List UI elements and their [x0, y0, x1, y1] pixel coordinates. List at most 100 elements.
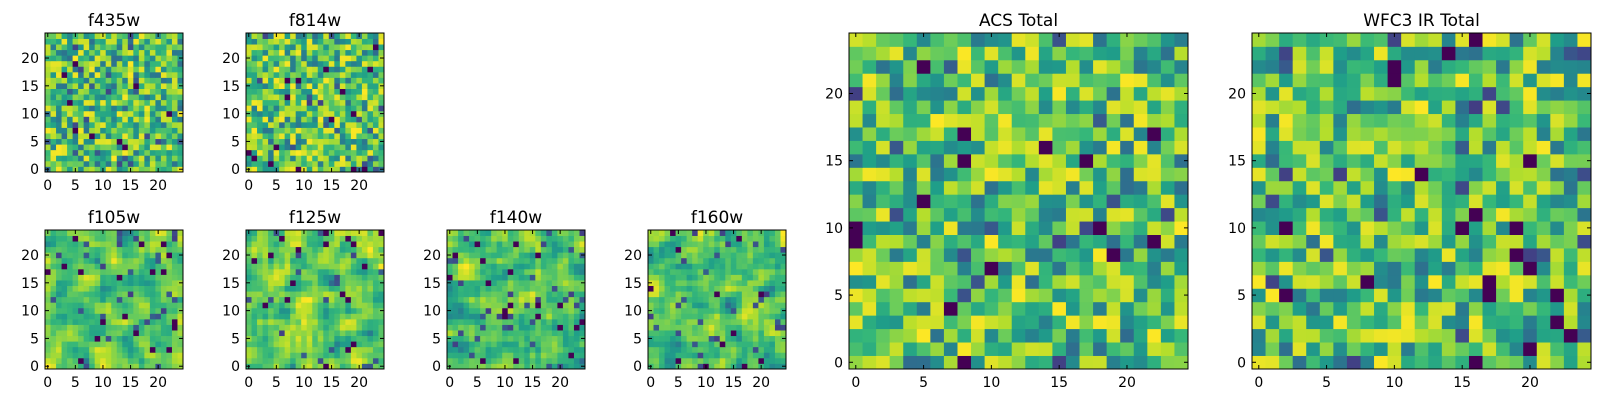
- heatmap-cell: [160, 38, 167, 45]
- heatmap-cell: [94, 66, 101, 73]
- heatmap-cell: [1120, 59, 1135, 74]
- heatmap-cell: [664, 235, 671, 242]
- heatmap-cell: [328, 138, 335, 145]
- heatmap-cell: [334, 313, 341, 320]
- heatmap-cell: [111, 274, 118, 281]
- heatmap-cell: [317, 263, 324, 270]
- heatmap-cell: [56, 71, 62, 78]
- heatmap-cell: [1133, 180, 1148, 195]
- heatmap-cell: [1025, 113, 1040, 128]
- heatmap-cell: [780, 296, 787, 303]
- heatmap-cell: [741, 291, 748, 298]
- heatmap-cell: [166, 94, 173, 101]
- heatmap-cell: [306, 263, 313, 270]
- heatmap-cell: [334, 291, 341, 298]
- heatmap-cell: [133, 33, 140, 39]
- heatmap-cell: [573, 324, 580, 331]
- heatmap-cell: [295, 160, 302, 167]
- heatmap-cell: [903, 355, 918, 370]
- heatmap-cell: [1106, 180, 1121, 195]
- heatmap-cell: [279, 241, 286, 248]
- heatmap-cell: [1079, 127, 1094, 141]
- heatmap-cell: [334, 230, 341, 236]
- heatmap-cell: [89, 263, 96, 270]
- heatmap-cell: [1052, 274, 1067, 289]
- heatmap-cell: [507, 302, 514, 309]
- heatmap-cell: [262, 341, 269, 348]
- heatmap-cell: [1279, 207, 1294, 222]
- heatmap-cell: [664, 252, 671, 259]
- heatmap-cell: [1011, 301, 1026, 316]
- heatmap-cell: [708, 346, 715, 353]
- heatmap-cell: [719, 330, 726, 337]
- heatmap-cell: [697, 230, 704, 236]
- heatmap-cell: [306, 352, 313, 359]
- heatmap-cell: [1374, 167, 1388, 182]
- heatmap-cell: [664, 341, 671, 348]
- heatmap-cell: [903, 288, 918, 303]
- heatmap-cell: [849, 328, 863, 343]
- heatmap-cell: [328, 352, 335, 359]
- heatmap-cell: [138, 121, 145, 128]
- heatmap-cell: [356, 77, 363, 84]
- heatmap-cell: [111, 230, 118, 236]
- heatmap-cell: [78, 357, 85, 364]
- heatmap-cell: [306, 363, 313, 370]
- heatmap-cell: [251, 307, 258, 314]
- heatmap-cell: [61, 44, 68, 51]
- heatmap-cell: [1052, 315, 1067, 330]
- heatmap-cell: [356, 268, 363, 275]
- heatmap-cell: [546, 307, 553, 314]
- heatmap-cell: [306, 144, 313, 151]
- heatmap-cell: [529, 335, 536, 342]
- heatmap-cell: [105, 38, 112, 45]
- heatmap-cell: [144, 88, 151, 95]
- heatmap-cell: [378, 44, 385, 51]
- heatmap-cell: [89, 149, 96, 156]
- heatmap-cell: [262, 99, 269, 106]
- heatmap-cell: [862, 355, 877, 370]
- heatmap-cell: [295, 318, 302, 325]
- heatmap-cell: [1306, 288, 1321, 303]
- heatmap-cell: [579, 324, 586, 331]
- heatmap-cell: [328, 263, 335, 270]
- heatmap-cell: [149, 110, 156, 117]
- heatmap-cell: [105, 155, 112, 162]
- heatmap-cell: [573, 363, 580, 370]
- heatmap-cell: [903, 167, 918, 182]
- heatmap-cell: [149, 335, 156, 342]
- heatmap-cell: [116, 60, 123, 67]
- heatmap-cell: [540, 335, 547, 342]
- heatmap-cell: [1052, 221, 1067, 235]
- heatmap-cell: [94, 302, 101, 309]
- heatmap-cell: [171, 257, 178, 264]
- heatmap-cell: [251, 324, 258, 331]
- heatmap-cell: [518, 268, 525, 275]
- heatmap-cell: [984, 355, 999, 370]
- heatmap-cell: [513, 318, 520, 325]
- heatmap-cell: [849, 73, 863, 88]
- heatmap-cell: [513, 241, 520, 248]
- heatmap-cell: [562, 357, 569, 364]
- heatmap-cell: [971, 86, 985, 101]
- heatmap-cell: [262, 318, 269, 325]
- heatmap-cell: [171, 330, 178, 337]
- heatmap-cell: [339, 268, 346, 275]
- heatmap-cell: [469, 285, 475, 292]
- heatmap-cell: [166, 268, 173, 275]
- heatmap-cell: [67, 94, 73, 101]
- heatmap-cell: [78, 352, 85, 359]
- heatmap-cell: [463, 296, 470, 303]
- heatmap-cell: [653, 296, 660, 303]
- heatmap-cell: [725, 291, 732, 298]
- heatmap-cell: [127, 346, 134, 353]
- heatmap-cell: [1455, 328, 1470, 343]
- x-tick-label: 0: [43, 178, 52, 194]
- heatmap-cell: [1265, 355, 1280, 370]
- heatmap-cell: [998, 261, 1013, 276]
- heatmap-cell: [160, 341, 167, 348]
- heatmap-cell: [653, 352, 660, 359]
- heatmap-cell: [312, 363, 319, 370]
- heatmap-cell: [133, 363, 140, 370]
- heatmap-cell: [562, 257, 569, 264]
